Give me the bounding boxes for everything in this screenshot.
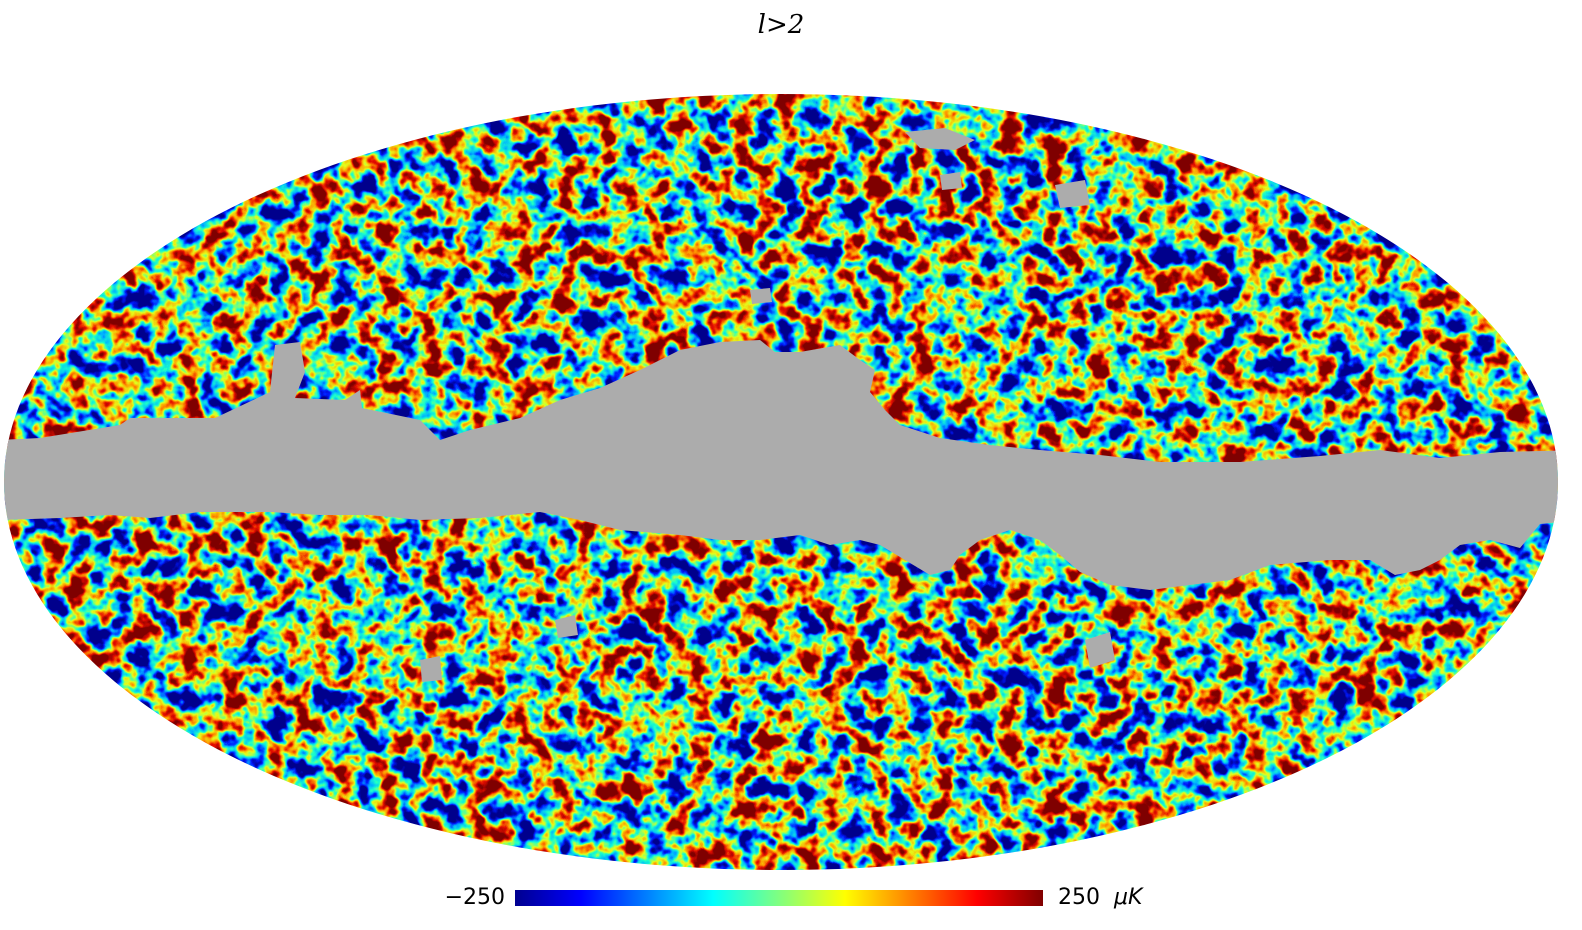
map-title: l>2 [758, 10, 805, 40]
galactic-mask [4, 340, 1558, 590]
colorbar-max-label: 250 μK [1058, 885, 1144, 910]
mollweide-map [4, 94, 1558, 870]
colorbar-max-value: 250 [1058, 885, 1100, 910]
colorbar [515, 890, 1043, 906]
colorbar-min-label: −250 [445, 885, 505, 910]
colorbar-unit: μK [1113, 885, 1144, 910]
